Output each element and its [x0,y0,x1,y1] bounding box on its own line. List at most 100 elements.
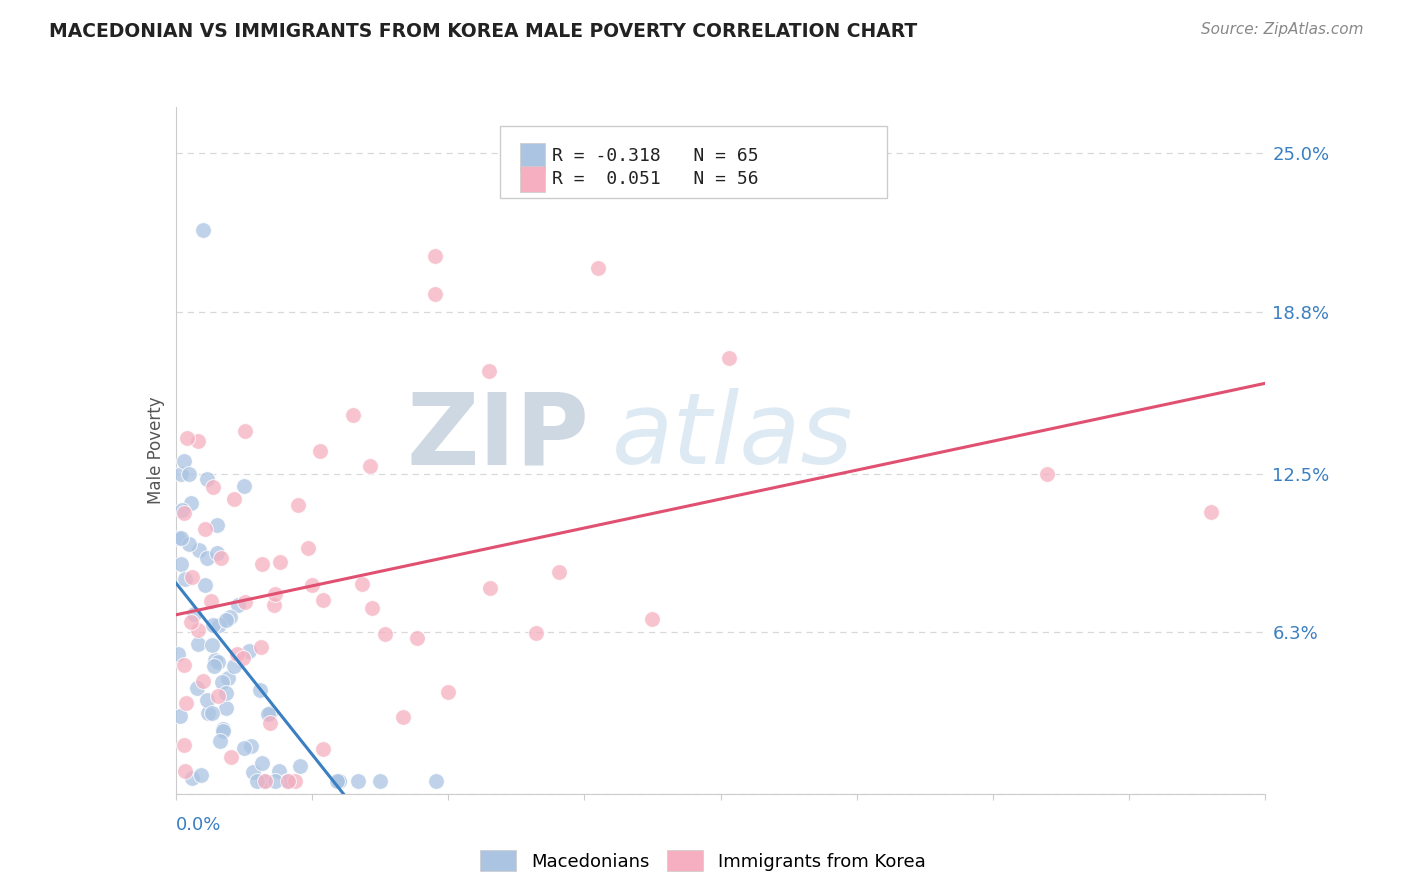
Point [259,716,281,731]
Point [256,706,278,721]
Point [641,612,664,626]
Point [437,685,460,699]
Point [406,631,429,645]
Point [215,701,238,715]
Point [224,491,246,506]
Point [252,774,274,789]
Point [211,675,233,690]
Point [191,223,214,237]
Point [212,723,235,737]
Point [173,657,195,672]
Point [207,690,229,704]
Point [205,545,228,559]
Point [524,626,547,640]
Point [173,738,195,752]
Point [253,774,276,789]
Point [167,647,190,661]
Point [328,774,350,789]
Point [219,610,242,624]
Point [359,458,381,473]
Point [173,764,195,778]
Point [1199,505,1222,519]
Text: R =  0.051   N = 56: R = 0.051 N = 56 [551,170,758,188]
Legend: Macedonians, Immigrants from Korea: Macedonians, Immigrants from Korea [474,843,932,879]
Point [368,774,391,789]
Point [374,627,396,641]
Point [204,653,226,667]
Point [423,249,446,263]
Text: Source: ZipAtlas.com: Source: ZipAtlas.com [1201,22,1364,37]
Point [180,570,202,584]
Point [215,613,238,627]
Point [187,623,209,637]
Point [238,644,260,658]
Point [197,706,219,720]
Point [226,647,249,661]
Point [170,467,193,481]
Point [250,558,273,572]
Point [249,683,271,698]
Text: atlas: atlas [612,388,853,485]
Point [187,637,209,651]
Point [246,774,269,789]
Text: 0.0%: 0.0% [176,816,221,834]
Point [326,774,349,789]
Point [212,724,235,739]
Point [174,572,197,586]
Point [205,518,228,533]
Point [259,706,281,721]
Point [312,742,335,756]
Point [347,774,370,789]
Point [195,693,218,707]
Point [312,593,335,607]
Point [264,587,287,601]
Point [219,750,242,764]
Point [208,734,231,748]
Point [297,541,319,556]
Point [180,615,202,629]
Point [277,774,299,789]
Point [391,710,413,724]
Point [197,471,219,485]
Point [308,443,330,458]
Point [215,686,238,700]
Point [202,480,225,494]
Point [269,556,291,570]
Point [252,756,274,770]
Point [547,566,569,580]
Point [200,594,222,608]
Point [233,741,256,756]
Point [194,522,217,536]
Point [191,673,214,688]
Point [194,577,217,591]
Point [179,467,201,481]
Point [263,599,285,613]
Point [183,607,205,622]
Point [350,576,373,591]
Point [170,531,193,545]
Point [586,261,609,276]
Point [423,287,446,301]
Point [173,506,195,520]
Point [202,659,225,673]
Point [232,479,254,493]
Point [284,774,307,789]
Point [222,658,245,673]
Point [240,739,263,753]
Point [187,434,209,449]
Point [235,424,257,438]
Point [250,640,273,654]
Point [217,671,239,685]
Point [717,351,740,366]
Point [180,496,202,510]
Point [267,764,290,778]
Point [201,638,224,652]
Point [328,774,350,789]
Point [181,771,204,785]
Point [342,408,364,422]
Point [478,364,501,378]
Point [176,431,198,445]
Point [187,542,209,557]
Point [201,706,224,720]
Point [232,650,254,665]
